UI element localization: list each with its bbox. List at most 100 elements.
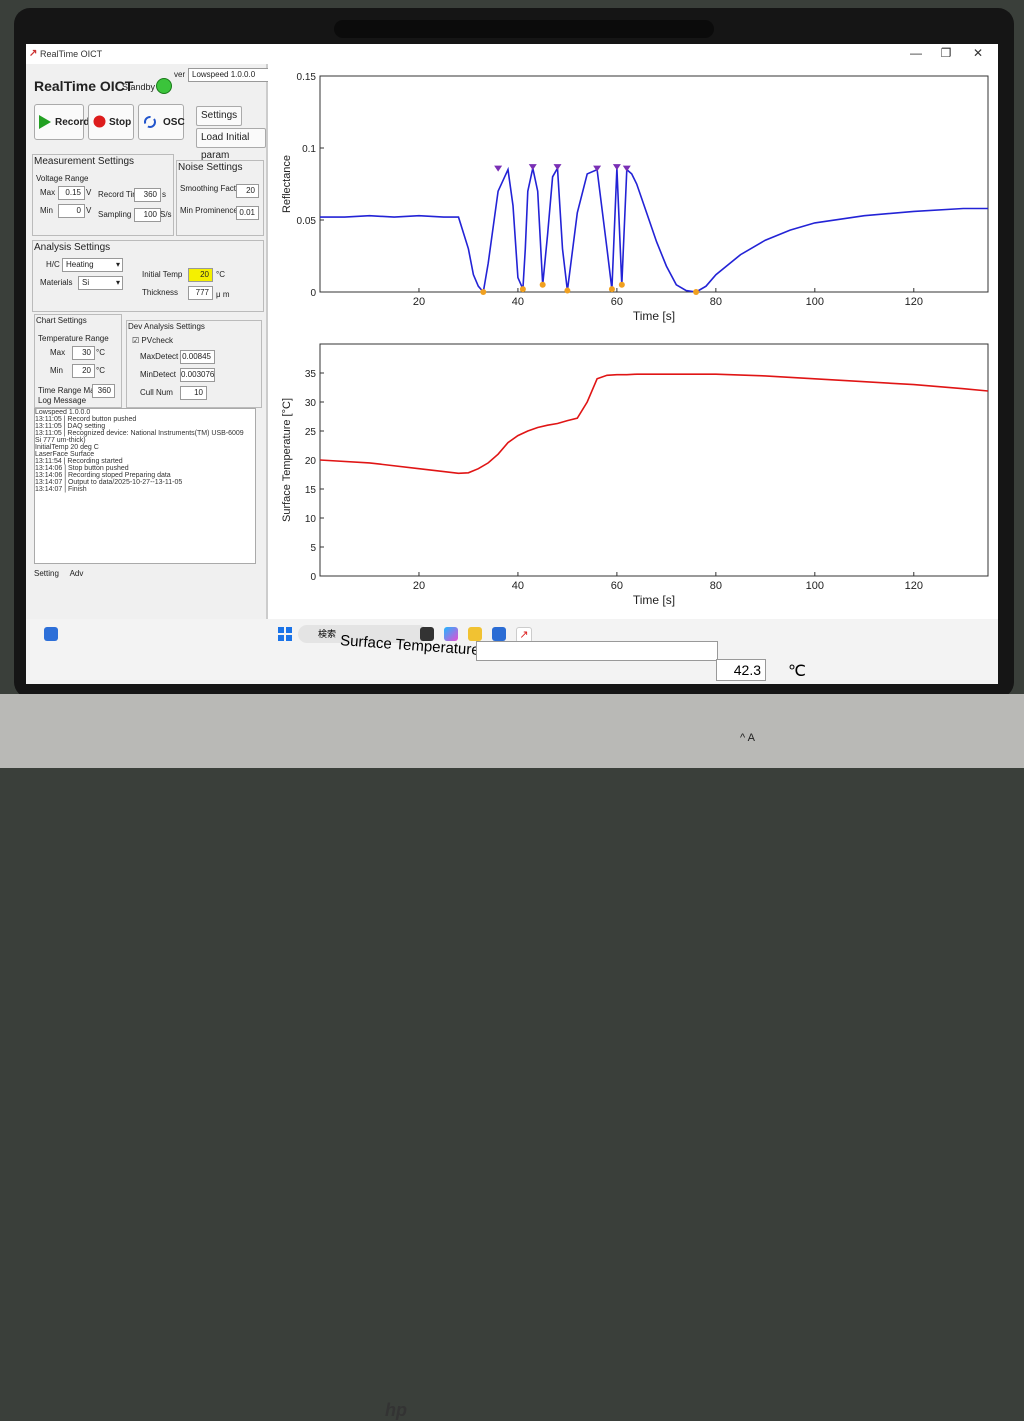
valley-marker xyxy=(608,286,615,293)
settings-button[interactable]: Settings xyxy=(196,106,243,126)
stop-record-icon xyxy=(93,115,106,128)
surface-temperature-unit: ℃ xyxy=(788,663,806,680)
log-box[interactable]: Lowspeed 1.0.0.0 13:11:05 | Record butto… xyxy=(34,408,256,564)
chart-min-input[interactable]: 20 xyxy=(72,364,95,378)
min-detect-label: MinDetect xyxy=(140,370,177,379)
peak-marker xyxy=(593,165,602,172)
hc-label: H/C xyxy=(46,260,60,269)
control-panel: RealTime OICT Standby ver Lowspeed 1.0.0… xyxy=(26,64,281,619)
thickness-input[interactable]: 777 xyxy=(188,286,213,300)
min-voltage-unit: V xyxy=(86,206,92,215)
tab-adv[interactable]: Adv xyxy=(69,569,84,578)
log-title: Log Message xyxy=(38,396,87,405)
y-tick-label: 10 xyxy=(305,514,317,525)
min-voltage-input[interactable]: 0 xyxy=(58,204,85,218)
x-tick-label: 20 xyxy=(413,580,425,592)
minimize-button[interactable]: — xyxy=(910,46,922,60)
x-axis-label: Time [s] xyxy=(633,309,675,323)
load-initial-param-button[interactable]: Load Initial param xyxy=(196,128,266,161)
y-axis-label: Reflectance xyxy=(281,155,293,213)
surface-temperature-value: 42.3 xyxy=(716,659,766,681)
sampling-rate-input[interactable]: 100 xyxy=(134,208,161,222)
dev-analysis-title: Dev Analysis Settings xyxy=(128,322,205,331)
maximize-button[interactable]: ❐ xyxy=(940,46,952,60)
pvcheck-checkbox[interactable]: ☑ PVcheck xyxy=(132,336,173,345)
app-window-icon[interactable] xyxy=(44,627,58,641)
log-line: 13:14:06 | Recording stoped Preparing da… xyxy=(35,472,171,479)
cull-num-input[interactable]: 10 xyxy=(180,386,207,400)
chart-max-input[interactable]: 30 xyxy=(72,346,95,360)
close-button[interactable]: ✕ xyxy=(972,46,984,60)
osc-button[interactable]: OSC xyxy=(138,104,185,140)
max-voltage-input[interactable]: 0.15 xyxy=(58,186,85,200)
x-tick-label: 40 xyxy=(512,296,524,308)
tab-setting[interactable]: Setting xyxy=(34,569,59,578)
system-tray: ^ A xyxy=(740,732,755,744)
materials-label: Materials xyxy=(40,278,73,287)
app-logo-icon: ↗ xyxy=(29,48,38,59)
min-prominence-input[interactable]: 0.01 xyxy=(236,206,259,220)
time-range-input[interactable]: 360 xyxy=(92,384,115,398)
valley-marker xyxy=(519,286,526,293)
windows-start-icon[interactable] xyxy=(278,627,292,641)
thickness-unit: μ m xyxy=(216,290,230,299)
status-label: Standby xyxy=(122,82,156,92)
hp-logo: hp xyxy=(385,1400,407,1420)
voltage-range-label: Voltage Range xyxy=(36,174,89,183)
y-tick-label: 0.1 xyxy=(302,144,316,155)
sampling-rate-unit: S/s xyxy=(160,210,172,219)
copilot-icon[interactable] xyxy=(444,627,458,641)
y-tick-label: 30 xyxy=(305,398,317,409)
store-icon[interactable] xyxy=(492,627,506,641)
y-tick-label: 15 xyxy=(305,485,317,496)
y-tick-label: 35 xyxy=(305,369,317,380)
surface-temperature-label: Surface Temperature xyxy=(339,632,481,659)
valley-marker xyxy=(480,289,487,295)
log-line: 13:11:54 | Recording started xyxy=(35,458,123,465)
min-detect-input[interactable]: 0.003076 xyxy=(180,368,215,382)
taskbar: 検索 ↗ Surface Temperature 42.3 ℃ xyxy=(26,619,998,684)
taskbar-search[interactable]: 検索 xyxy=(298,625,428,643)
laptop-keyboard-deck: hp ^ A xyxy=(0,694,1024,1420)
noise-settings-group xyxy=(176,160,264,236)
log-line: 13:11:05 | Record button pushed xyxy=(35,416,137,423)
valley-marker xyxy=(539,281,546,288)
log-line: 13:11:05 | Recognized device: National I… xyxy=(35,430,244,437)
stop-button[interactable]: Stop xyxy=(88,104,134,140)
x-tick-label: 80 xyxy=(710,296,722,308)
peak-marker xyxy=(553,164,562,171)
thickness-label: Thickness xyxy=(142,288,179,297)
y-tick-label: 0.05 xyxy=(297,216,317,227)
record-button[interactable]: Record xyxy=(34,104,89,140)
measurement-settings-group xyxy=(32,154,174,236)
chart-max-unit: °C xyxy=(96,348,105,357)
materials-select[interactable]: Si xyxy=(78,276,123,290)
log-line: 13:14:07 | Finish xyxy=(35,486,87,493)
bottom-tabs: Setting Adv xyxy=(34,569,83,578)
log-line: LaserFace Surface xyxy=(35,451,95,458)
play-icon xyxy=(39,115,51,129)
stop-label: Stop xyxy=(109,117,132,128)
log-line: Si 777 um-thick) xyxy=(35,437,86,444)
osc-label: OSC xyxy=(163,117,185,128)
record-time-input[interactable]: 360 xyxy=(134,188,161,202)
chart-settings-group xyxy=(34,314,122,408)
peak-marker xyxy=(494,165,503,172)
log-line: InitialTemp 20 deg C xyxy=(35,444,99,451)
smoothing-factor-input[interactable]: 20 xyxy=(236,184,259,198)
peak-marker xyxy=(612,164,621,171)
record-time-unit: s xyxy=(162,190,166,199)
plot-frame xyxy=(319,75,989,293)
pvcheck-label: PVcheck xyxy=(141,336,173,345)
hc-select[interactable]: Heating xyxy=(62,258,123,272)
file-explorer-icon[interactable] xyxy=(468,627,482,641)
chart-settings-title: Chart Settings xyxy=(36,316,87,325)
peak-marker xyxy=(528,164,537,171)
task-view-icon[interactable] xyxy=(420,627,434,641)
plot-frame xyxy=(319,343,989,577)
y-tick-label: 0 xyxy=(310,288,316,299)
sampling-rate-label: Sampling Rate xyxy=(98,210,151,219)
initial-temp-input[interactable]: 20 xyxy=(188,268,213,282)
chart-min-unit: °C xyxy=(96,366,105,375)
max-detect-input[interactable]: 0.00845 xyxy=(180,350,215,364)
